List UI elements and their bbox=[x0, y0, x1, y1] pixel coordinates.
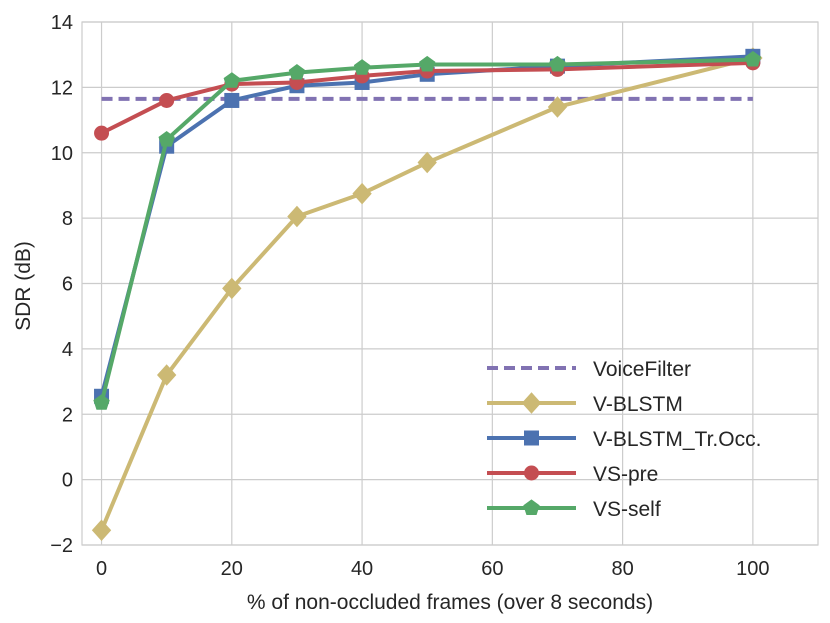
y-tick-label: 2 bbox=[62, 404, 73, 426]
data-point-vs-self bbox=[744, 50, 762, 67]
legend-label-voicefilter: VoiceFilter bbox=[593, 358, 691, 381]
data-point-v-blstm bbox=[352, 182, 372, 205]
data-point-v-blstm bbox=[417, 151, 437, 174]
legend-entry-v-blstm-tr-occ: V-BLSTM_Tr.Occ. bbox=[487, 428, 761, 451]
y-axis-ticks: −2 0 2 4 6 8 10 12 14 bbox=[50, 12, 73, 557]
legend-entry-v-blstm: V-BLSTM bbox=[487, 392, 683, 416]
data-point-vs-self bbox=[549, 55, 566, 72]
y-tick-label: 4 bbox=[62, 339, 73, 361]
x-tick-label: 100 bbox=[736, 558, 769, 580]
y-tick-label: 6 bbox=[62, 274, 73, 296]
data-point-v-blstm bbox=[91, 519, 112, 542]
y-tick-label: 14 bbox=[51, 12, 73, 34]
data-point-vs-self bbox=[353, 59, 371, 75]
x-tick-label: 40 bbox=[351, 558, 373, 580]
series-line-v-blstm-tr-occ bbox=[99, 54, 753, 397]
legend-marker-v-blstm-tr-occ bbox=[524, 430, 539, 446]
series-layer bbox=[91, 47, 763, 542]
series-line-vs-self bbox=[99, 57, 753, 404]
y-tick-label: 0 bbox=[62, 470, 73, 492]
legend-label-vs-self: VS-self bbox=[593, 498, 661, 521]
legend: VoiceFilter V-BLSTM V-BLSTM_Tr.Occ. VS-pre V… bbox=[487, 358, 761, 521]
data-point-vs-self bbox=[158, 131, 175, 147]
data-point-v-blstm bbox=[156, 364, 177, 386]
series-v-blstm bbox=[91, 47, 763, 542]
x-axis-label: % of non-occluded frames (over 8 seconds… bbox=[247, 591, 653, 614]
x-tick-label: 0 bbox=[96, 558, 107, 580]
legend-marker-vs-pre bbox=[524, 465, 539, 481]
data-point-v-blstm bbox=[222, 277, 242, 300]
data-point-vs-self bbox=[93, 394, 110, 410]
series-line-vs-pre bbox=[100, 60, 753, 135]
x-tick-label: 80 bbox=[611, 558, 633, 580]
legend-entry-voicefilter: VoiceFilter bbox=[487, 358, 691, 381]
data-point-vs-self bbox=[419, 55, 436, 72]
legend-label-v-blstm-tr-occ: V-BLSTM_Tr.Occ. bbox=[593, 428, 761, 451]
legend-marker-vs-self bbox=[523, 499, 540, 515]
y-tick-label: 8 bbox=[62, 208, 73, 230]
plot-frame bbox=[81, 21, 819, 546]
y-tick-label: 10 bbox=[51, 143, 73, 165]
x-tick-label: 20 bbox=[221, 558, 243, 580]
legend-entry-vs-self: VS-self bbox=[487, 498, 661, 521]
y-axis-label: SDR (dB) bbox=[12, 241, 35, 331]
series-line-v-blstm bbox=[99, 56, 754, 532]
data-point-vs-self bbox=[223, 72, 240, 88]
legend-entry-vs-pre: VS-pre bbox=[487, 463, 658, 486]
data-point-vs-pre bbox=[94, 125, 110, 141]
data-point-vs-self bbox=[288, 64, 306, 80]
data-point-v-blstm bbox=[547, 96, 568, 118]
series-vs-self bbox=[93, 50, 762, 410]
legend-marker-v-blstm bbox=[521, 392, 542, 414]
y-tick-label: 12 bbox=[51, 77, 73, 99]
y-tick-label: −2 bbox=[50, 535, 73, 557]
legend-label-v-blstm: V-BLSTM bbox=[593, 393, 683, 416]
x-axis-ticks: 0 20 40 60 80 100 bbox=[96, 558, 770, 580]
data-point-v-blstm-tr-occ bbox=[224, 92, 240, 108]
legend-label-vs-pre: VS-pre bbox=[593, 463, 658, 486]
data-point-v-blstm bbox=[287, 205, 307, 228]
x-tick-label: 60 bbox=[481, 558, 503, 580]
data-point-vs-pre bbox=[159, 92, 175, 108]
